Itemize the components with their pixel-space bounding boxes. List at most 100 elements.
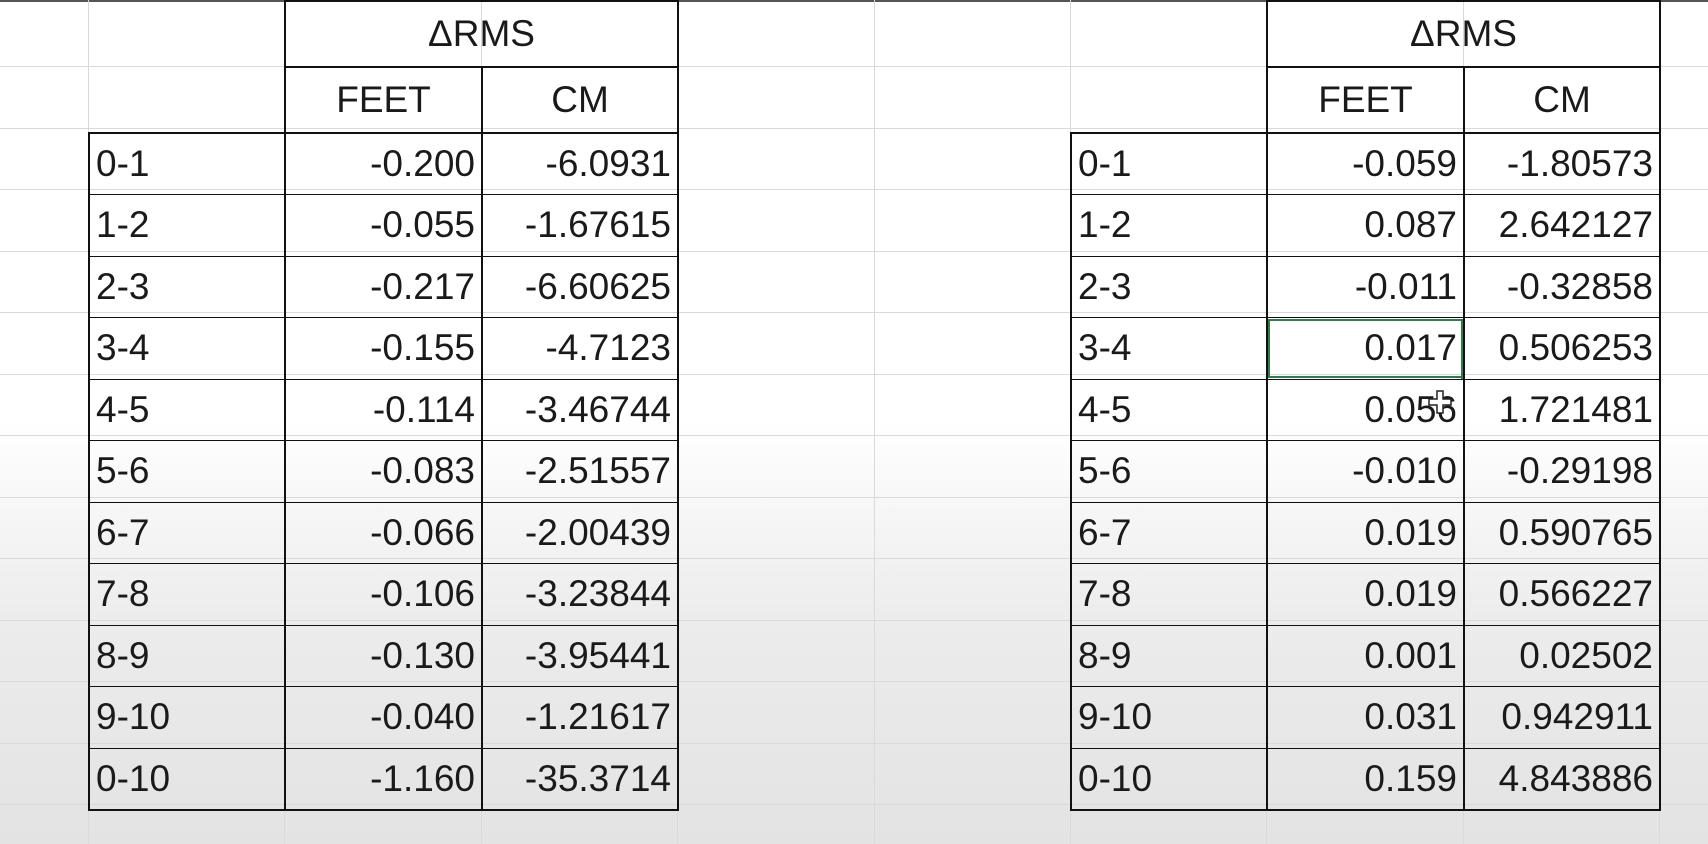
cm-value-cell[interactable]: -3.46744 <box>481 378 679 441</box>
feet-value-cell[interactable]: 0.159 <box>1266 747 1465 811</box>
interval-label-cell[interactable]: 2-3 <box>1070 255 1268 318</box>
feet-value-cell[interactable]: -0.040 <box>284 686 483 749</box>
cm-value-cell[interactable]: 0.590765 <box>1463 501 1661 564</box>
interval-label-cell[interactable]: 6-7 <box>88 501 286 564</box>
feet-value-cell[interactable]: -0.155 <box>284 317 483 380</box>
feet-value-cell[interactable]: -0.130 <box>284 624 483 687</box>
cm-value-cell[interactable]: -2.51557 <box>481 440 679 503</box>
cm-value-cell[interactable]: -2.00439 <box>481 501 679 564</box>
feet-value-cell[interactable]: -0.010 <box>1266 440 1465 503</box>
feet-column-header[interactable]: FEET <box>284 66 483 134</box>
cm-value-cell[interactable]: 4.843886 <box>1463 747 1661 811</box>
cm-value-cell[interactable]: 0.506253 <box>1463 317 1661 380</box>
feet-value-cell[interactable]: -0.011 <box>1266 255 1465 318</box>
cm-value-cell[interactable]: -3.23844 <box>481 563 679 626</box>
feet-column-header[interactable]: FEET <box>1266 66 1465 134</box>
feet-value-cell[interactable]: 0.031 <box>1266 686 1465 749</box>
table-row: 0-10 0.159 4.843886 <box>1070 747 1661 811</box>
left-delta-rms-table: ΔRMS FEET CM 0-1 -0.200 -6.0931 1-2 -0.055 -1… <box>88 0 679 811</box>
feet-value-cell[interactable]: -0.083 <box>284 440 483 503</box>
cm-value-cell[interactable]: 0.02502 <box>1463 624 1661 687</box>
interval-label-cell[interactable]: 5-6 <box>1070 440 1268 503</box>
table-row: 4-5 0.056 1.721481 <box>1070 378 1661 441</box>
feet-value-cell[interactable]: -0.059 <box>1266 132 1465 195</box>
feet-value-cell[interactable]: -0.114 <box>284 378 483 441</box>
interval-label-cell[interactable]: 4-5 <box>88 378 286 441</box>
cm-value-cell[interactable]: 0.566227 <box>1463 563 1661 626</box>
cm-value-cell[interactable]: -1.21617 <box>481 686 679 749</box>
feet-value-cell[interactable]: 0.001 <box>1266 624 1465 687</box>
interval-label-cell[interactable]: 6-7 <box>1070 501 1268 564</box>
feet-value-cell[interactable]: -0.055 <box>284 194 483 257</box>
blank-corner-cell[interactable] <box>1071 1 1267 67</box>
table-row: 2-3 -0.217 -6.60625 <box>88 255 679 318</box>
table-row: 7-8 -0.106 -3.23844 <box>88 563 679 626</box>
table-row: 0-1 -0.200 -6.0931 <box>88 132 679 195</box>
table-row: 0-1 -0.059 -1.80573 <box>1070 132 1661 195</box>
table-row: 1-2 0.087 2.642127 <box>1070 194 1661 257</box>
cm-value-cell[interactable]: 0.942911 <box>1463 686 1661 749</box>
blank-corner-cell[interactable] <box>89 1 285 67</box>
interval-label-cell[interactable]: 9-10 <box>88 686 286 749</box>
selected-feet-value-cell[interactable]: 0.017 <box>1266 317 1465 380</box>
interval-label-cell[interactable]: 3-4 <box>1070 317 1268 380</box>
feet-value-cell[interactable]: -0.066 <box>284 501 483 564</box>
right-delta-rms-table: ΔRMS FEET CM 0-1 -0.059 -1.80573 1-2 0.087 2.… <box>1070 0 1661 811</box>
interval-label-cell[interactable]: 7-8 <box>1070 563 1268 626</box>
blank-corner-cell[interactable] <box>1071 67 1267 133</box>
cm-value-cell[interactable]: 1.721481 <box>1463 378 1661 441</box>
cm-value-cell[interactable]: -35.3714 <box>481 747 679 811</box>
interval-label-cell[interactable]: 2-3 <box>88 255 286 318</box>
table-row: 7-8 0.019 0.566227 <box>1070 563 1661 626</box>
table-row: 3-4 -0.155 -4.7123 <box>88 317 679 380</box>
table-row: 0-10 -1.160 -35.3714 <box>88 747 679 811</box>
feet-value-cell[interactable]: -1.160 <box>284 747 483 811</box>
table-row: 5-6 -0.083 -2.51557 <box>88 440 679 503</box>
feet-value-cell[interactable]: -0.217 <box>284 255 483 318</box>
cm-value-cell[interactable]: -1.80573 <box>1463 132 1661 195</box>
cm-value-cell[interactable]: -0.32858 <box>1463 255 1661 318</box>
cm-value-cell[interactable]: 2.642127 <box>1463 194 1661 257</box>
interval-label-cell[interactable]: 5-6 <box>88 440 286 503</box>
cm-value-cell[interactable]: -6.0931 <box>481 132 679 195</box>
table-row: 6-7 0.019 0.590765 <box>1070 501 1661 564</box>
table-row: 1-2 -0.055 -1.67615 <box>88 194 679 257</box>
interval-label-cell[interactable]: 0-10 <box>88 747 286 811</box>
feet-value-cell[interactable]: 0.019 <box>1266 501 1465 564</box>
cm-value-cell[interactable]: -0.29198 <box>1463 440 1661 503</box>
interval-label-cell[interactable]: 0-1 <box>1070 132 1268 195</box>
table-row: 6-7 -0.066 -2.00439 <box>88 501 679 564</box>
interval-label-cell[interactable]: 4-5 <box>1070 378 1268 441</box>
cm-value-cell[interactable]: -1.67615 <box>481 194 679 257</box>
feet-value-cell[interactable]: 0.019 <box>1266 563 1465 626</box>
cm-value-cell[interactable]: -6.60625 <box>481 255 679 318</box>
cm-value-cell[interactable]: -4.7123 <box>481 317 679 380</box>
feet-value-cell[interactable]: 0.056 <box>1266 378 1465 441</box>
delta-rms-header[interactable]: ΔRMS <box>1266 0 1661 68</box>
delta-rms-header[interactable]: ΔRMS <box>284 0 679 68</box>
interval-label-cell[interactable]: 9-10 <box>1070 686 1268 749</box>
interval-label-cell[interactable]: 7-8 <box>88 563 286 626</box>
interval-label-cell[interactable]: 1-2 <box>1070 194 1268 257</box>
interval-label-cell[interactable]: 1-2 <box>88 194 286 257</box>
interval-label-cell[interactable]: 8-9 <box>1070 624 1268 687</box>
interval-label-cell[interactable]: 3-4 <box>88 317 286 380</box>
table-row: 9-10 -0.040 -1.21617 <box>88 686 679 749</box>
interval-label-cell[interactable]: 0-1 <box>88 132 286 195</box>
cm-column-header[interactable]: CM <box>1463 66 1661 134</box>
table-row: 5-6 -0.010 -0.29198 <box>1070 440 1661 503</box>
table-row: 8-9 -0.130 -3.95441 <box>88 624 679 687</box>
cm-column-header[interactable]: CM <box>481 66 679 134</box>
feet-value-cell[interactable]: -0.200 <box>284 132 483 195</box>
top-border <box>0 0 1708 2</box>
blank-corner-cell[interactable] <box>89 67 285 133</box>
table-row: 3-4 0.017 0.506253 <box>1070 317 1661 380</box>
table-row: 9-10 0.031 0.942911 <box>1070 686 1661 749</box>
feet-value-cell[interactable]: 0.087 <box>1266 194 1465 257</box>
fill-handle[interactable] <box>1461 376 1462 379</box>
interval-label-cell[interactable]: 8-9 <box>88 624 286 687</box>
interval-label-cell[interactable]: 0-10 <box>1070 747 1268 811</box>
feet-value-cell[interactable]: -0.106 <box>284 563 483 626</box>
table-row: 2-3 -0.011 -0.32858 <box>1070 255 1661 318</box>
cm-value-cell[interactable]: -3.95441 <box>481 624 679 687</box>
